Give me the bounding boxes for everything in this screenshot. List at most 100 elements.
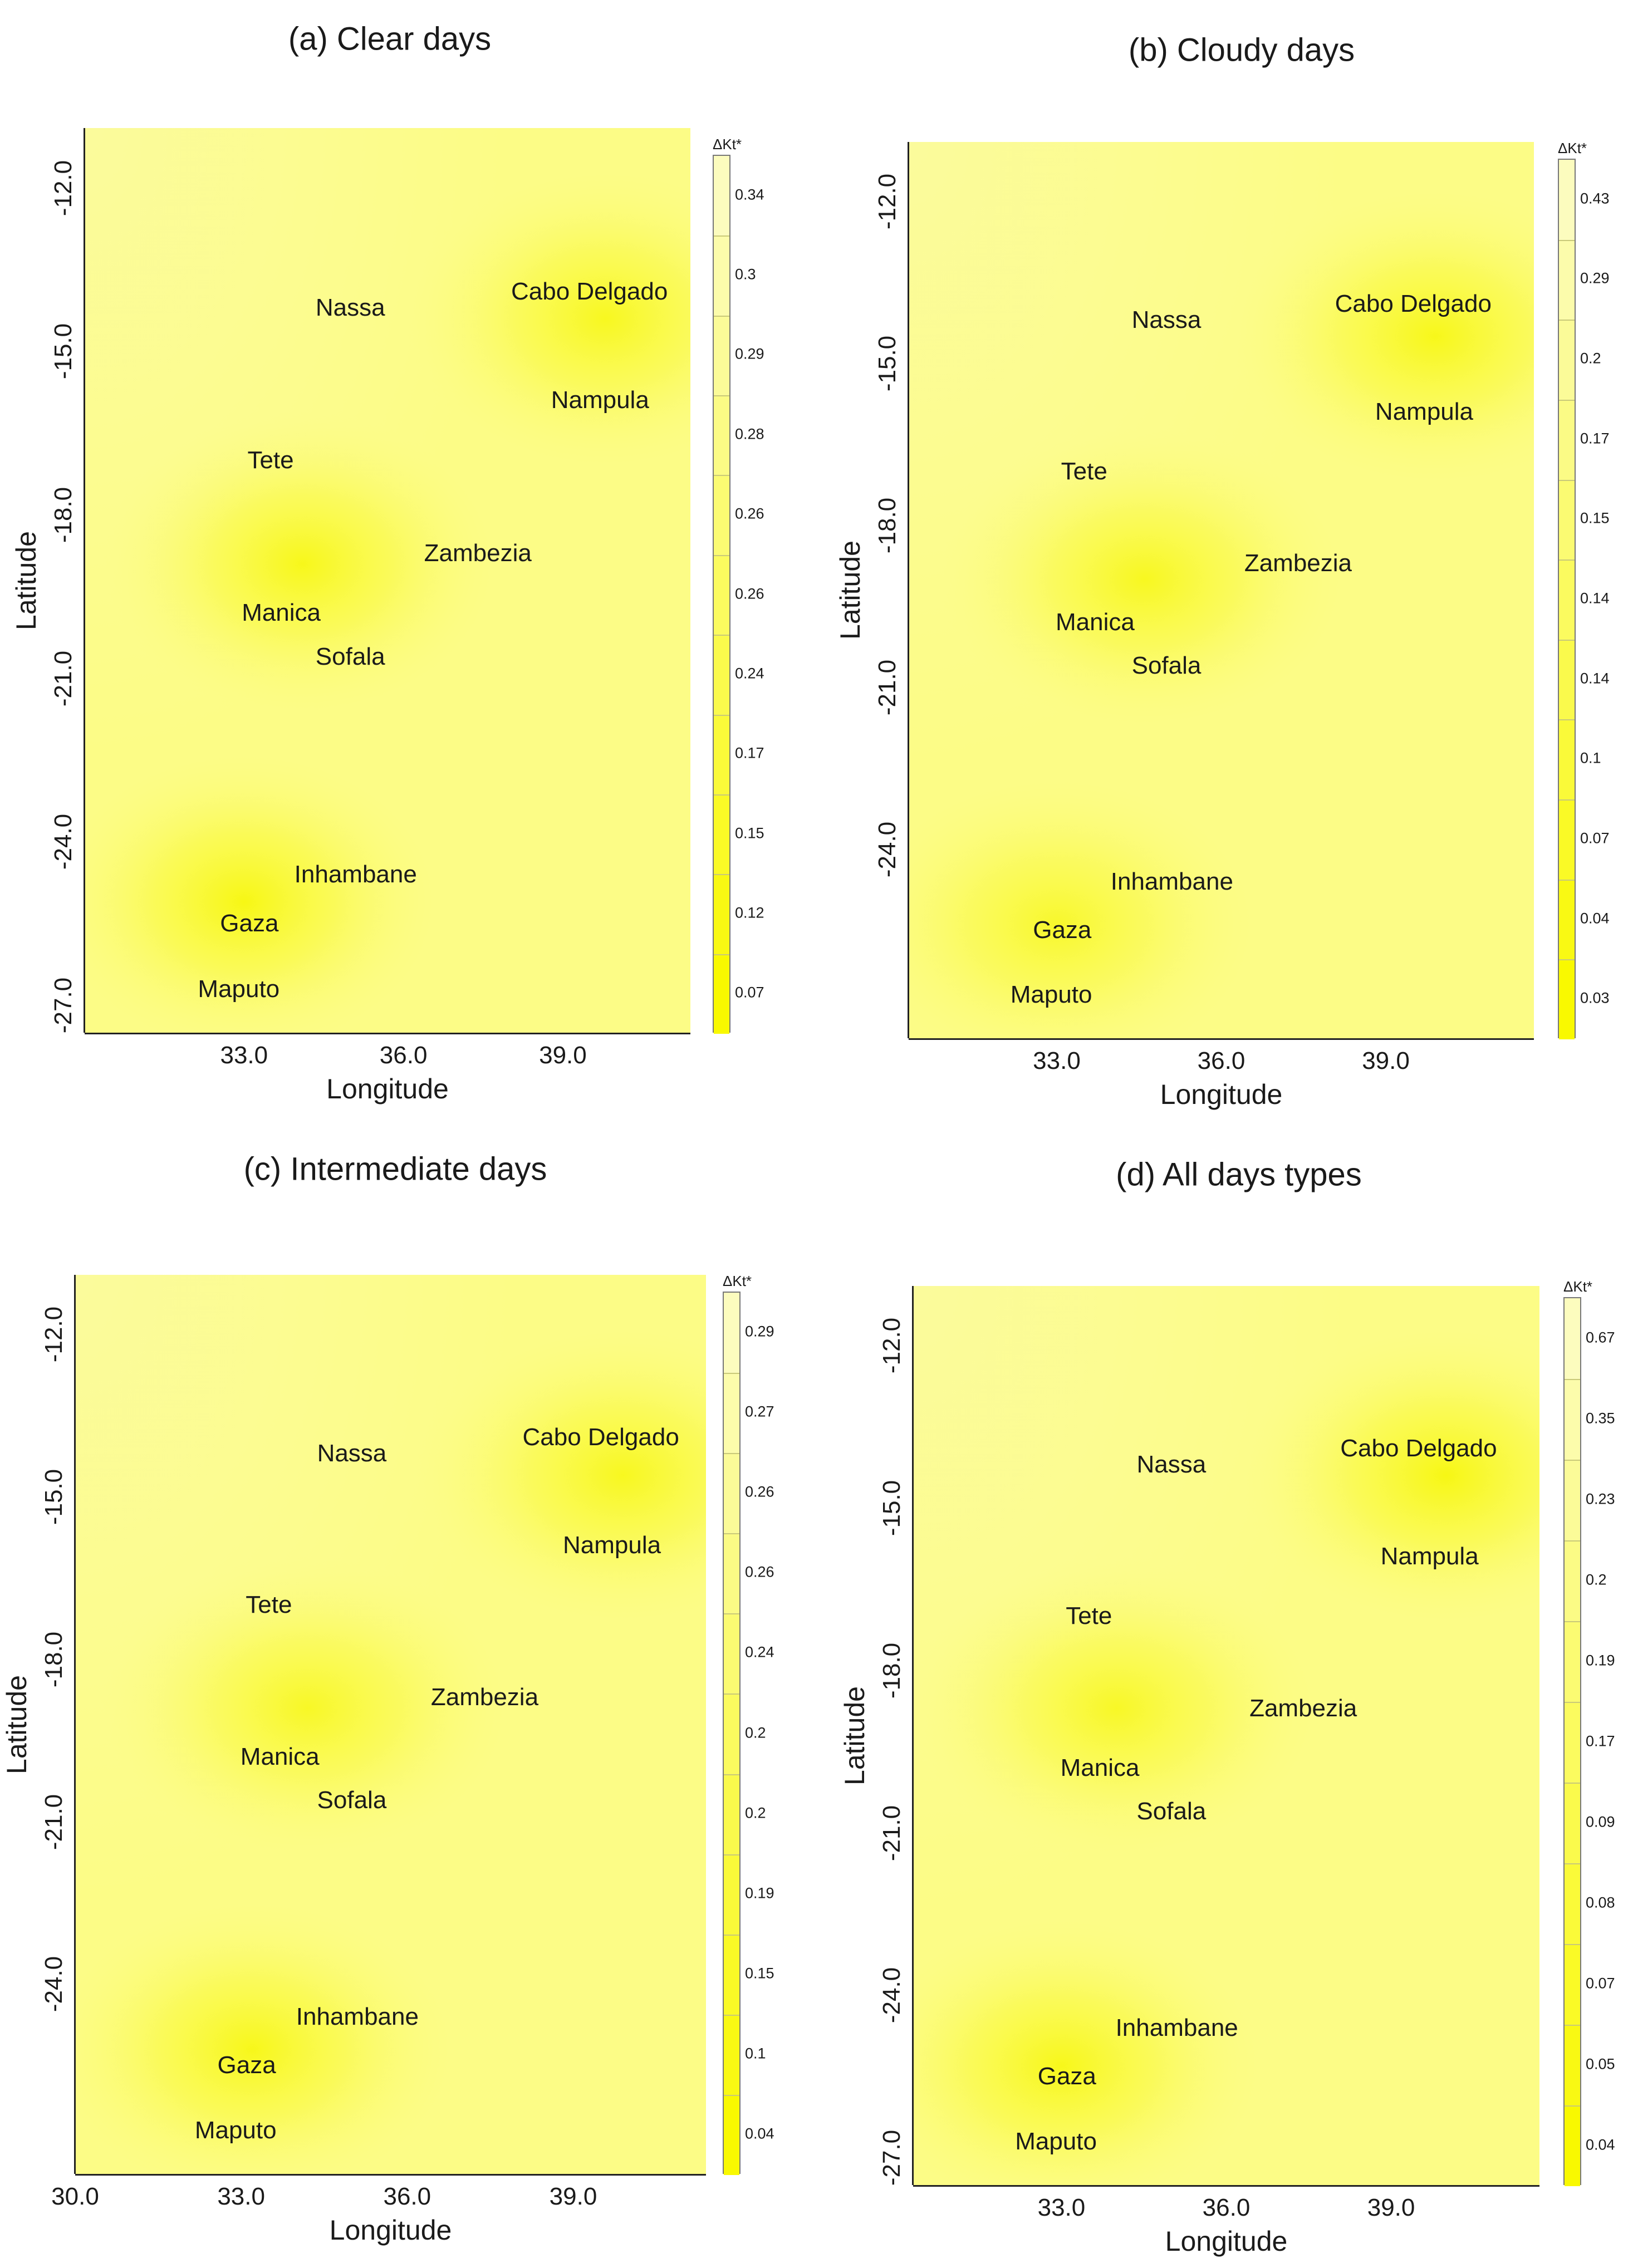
y-tick-label: -18.0	[878, 1642, 905, 1698]
province-label: Nassa	[317, 1440, 387, 1467]
colorbar-segment	[724, 1854, 739, 1935]
colorbar-tick-label: 0.34	[735, 186, 764, 203]
heatmap-area: Nassa Cabo Delgado Nampula Tete Zambezia Mani…	[75, 1275, 706, 2174]
colorbar-segment	[714, 954, 729, 1034]
colorbar-title: ΔKt*	[713, 136, 742, 153]
province-label: Inhambane	[296, 2002, 419, 2030]
colorbar-segment	[714, 554, 729, 635]
colorbar-tick-label: 0.15	[1580, 509, 1610, 527]
province-label: Inhambane	[294, 861, 417, 888]
colorbar-segment	[1565, 1460, 1580, 1540]
colorbar-tick-label: 0.05	[1586, 2055, 1615, 2072]
x-tick-label: 39.0	[539, 1042, 587, 1069]
province-label: Tete	[1066, 1602, 1112, 1630]
heat-hotspot	[1239, 1323, 1539, 1628]
colorbar-segment	[1565, 1540, 1580, 1621]
colorbar-tick-label: 0.2	[1586, 1571, 1607, 1588]
province-label: Maputo	[1010, 981, 1092, 1009]
colorbar-title: ΔKt*	[1558, 140, 1587, 156]
colorbar-tick-label: 0.2	[745, 1724, 766, 1741]
province-label: Manica	[240, 1742, 320, 1770]
colorbar-segment	[1565, 1298, 1580, 1379]
colorbar-tick-label: 0.04	[1580, 910, 1610, 927]
colorbar	[713, 155, 730, 1034]
x-tick-label: 39.0	[1367, 2194, 1415, 2221]
colorbar-segment	[1559, 799, 1575, 880]
colorbar-segment	[1559, 559, 1575, 640]
colorbar-segment	[724, 1774, 739, 1854]
y-axis-line	[74, 1275, 76, 2174]
colorbar	[723, 1292, 741, 2175]
colorbar-segment	[724, 1613, 739, 1694]
province-label: Sofala	[317, 1786, 387, 1814]
colorbar-tick-label: 0.14	[1580, 670, 1610, 687]
colorbar-tick-label: 0.67	[1586, 1329, 1615, 1346]
panel-title: (c) Intermediate days	[243, 1151, 547, 1187]
colorbar-tick-label: 0.29	[745, 1323, 774, 1340]
colorbar-segment	[714, 235, 729, 316]
province-label: Gaza	[1037, 2063, 1096, 2090]
province-label: Nampula	[1380, 1543, 1479, 1570]
heat-hotspot	[405, 165, 690, 473]
heat-hotspot	[913, 1913, 1268, 2185]
colorbar-tick-label: 0.1	[745, 2045, 766, 2062]
colorbar-tick-label: 0.04	[1586, 2136, 1615, 2153]
colorbar-segment	[1559, 399, 1575, 480]
colorbar-segment	[724, 1293, 739, 1373]
x-axis-line	[909, 1038, 1534, 1040]
colorbar	[1563, 1297, 1581, 2186]
colorbar-segment	[714, 156, 729, 236]
colorbar-segment	[1559, 239, 1575, 320]
colorbar-segment	[1559, 879, 1575, 960]
heatmap-area: Nassa Cabo Delgado Nampula Tete Zambezia Mani…	[909, 142, 1534, 1038]
colorbar-tick-label: 0.08	[1586, 1894, 1615, 1911]
colorbar-tick-label: 0.2	[1580, 350, 1601, 367]
panel-title: (a) Clear days	[288, 21, 492, 57]
province-label: Zambezia	[1244, 549, 1352, 577]
colorbar-tick-label: 0.26	[745, 1563, 774, 1580]
colorbar-tick-label: 0.09	[1586, 1813, 1615, 1830]
x-axis-label: Longitude	[1160, 1079, 1283, 1110]
colorbar-tick-label: 0.2	[745, 1804, 766, 1822]
colorbar-segment	[1559, 719, 1575, 800]
colorbar-segment	[724, 1373, 739, 1454]
x-tick-label: 39.0	[549, 2183, 597, 2210]
panel-title: (b) Cloudy days	[1128, 32, 1355, 68]
colorbar-segment	[1565, 1944, 1580, 2025]
province-label: Zambezia	[424, 539, 532, 567]
x-axis-label: Longitude	[326, 1073, 449, 1104]
colorbar-tick-label: 0.19	[745, 1884, 774, 1902]
colorbar-title: ΔKt*	[1563, 1278, 1593, 1295]
heat-hotspot	[75, 1896, 460, 2174]
colorbar-tick-label: 0.19	[1586, 1652, 1615, 1668]
province-label: Tete	[1061, 457, 1107, 485]
colorbar-title: ΔKt*	[723, 1273, 752, 1289]
x-axis-line	[85, 1033, 690, 1034]
province-label: Nampula	[1375, 397, 1474, 425]
colorbar-tick-label: 0.29	[1580, 269, 1610, 287]
province-label: Gaza	[217, 2051, 276, 2079]
colorbar-tick-label: 0.23	[1586, 1490, 1615, 1507]
colorbar-segment	[1565, 2025, 1580, 2105]
colorbar-tick-label: 0.26	[745, 1483, 774, 1500]
heatmap-surface	[75, 1275, 706, 2174]
x-tick-label: 33.0	[1037, 2194, 1086, 2221]
y-axis-label: Latitude	[839, 1686, 870, 1785]
province-label: Cabo Delgado	[1335, 289, 1492, 317]
y-axis-line	[84, 128, 85, 1033]
province-label: Tete	[247, 446, 294, 474]
y-tick-label: -21.0	[878, 1805, 905, 1861]
province-label: Sofala	[1136, 1797, 1207, 1825]
colorbar-segment	[714, 874, 729, 954]
colorbar-tick-label: 0.26	[735, 585, 764, 602]
colorbar-segment	[1565, 1863, 1580, 1944]
colorbar-segment	[1565, 1621, 1580, 1702]
colorbar-segment	[1565, 1702, 1580, 1783]
heatmap-surface	[909, 142, 1534, 1038]
x-tick-label: 33.0	[1033, 1047, 1081, 1074]
colorbar-tick-label: 0.07	[735, 984, 764, 1001]
x-tick-label: 39.0	[1362, 1047, 1410, 1074]
colorbar-segment	[714, 315, 729, 396]
colorbar-segment	[1565, 1379, 1580, 1460]
